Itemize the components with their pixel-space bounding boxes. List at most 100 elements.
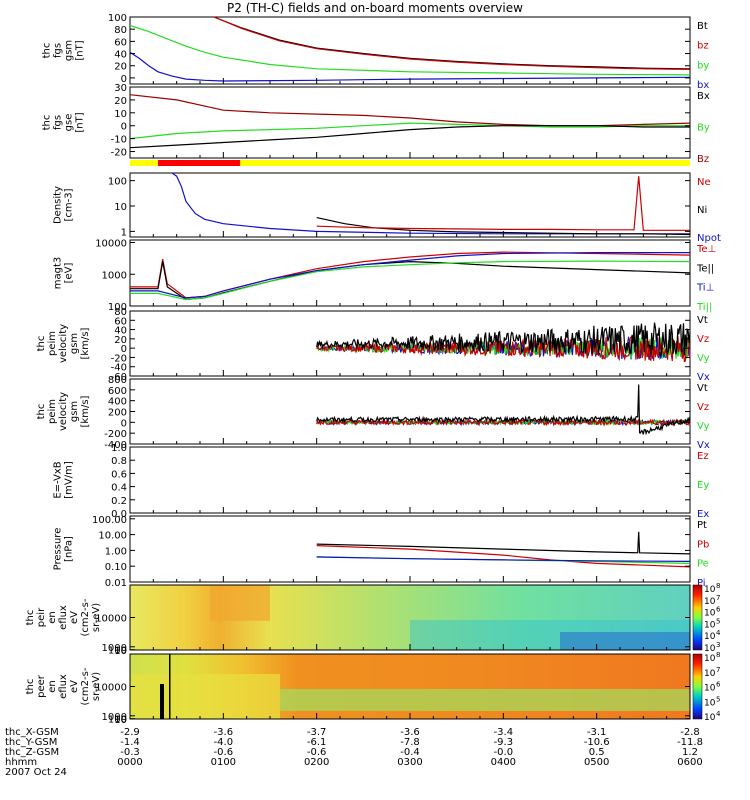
chart-title: P2 (TH-C) fields and on-board moments ov…: [227, 1, 523, 15]
y-tick-label: -200: [104, 429, 127, 440]
panel-p7: Ez Ey Ex 1.0 0.8 0.6 0.4 0.2 0.0 E=-VxB [mV/m]: [53, 443, 710, 520]
legend-label: Ne: [697, 177, 711, 188]
y-tick-label: 80: [114, 25, 127, 36]
x-axis: thc_X-GSM -2.9 -3.6 -3.7 -3.6 -3.4 -3.1 -2.8 thc…: [5, 727, 703, 778]
colorbar-tick-label: 10: [704, 713, 716, 723]
colorbar-tick-label: 10: [704, 585, 716, 595]
y-tick-label: 10: [114, 109, 127, 120]
x-tick-label: -2.9: [120, 727, 140, 738]
series-line-Pb: [316, 545, 691, 568]
y-tick-label: -20: [111, 148, 127, 159]
y-tick-label: 1.0: [111, 443, 127, 454]
y-tick-label: 100: [108, 177, 127, 188]
legend-label: Ni: [697, 205, 707, 216]
legend-label: Vx: [697, 372, 710, 383]
colorbar-tick-label: 10: [704, 597, 716, 607]
colorbar: [692, 653, 703, 720]
legend-label: Bt: [697, 21, 708, 32]
y-tick-label: 1000: [102, 643, 127, 654]
y-tick-label: 600: [108, 386, 127, 397]
y-axis-label: sr-eV): [91, 672, 102, 701]
y-axis-label: gsm: [69, 333, 80, 354]
y-tick-label: 400: [108, 397, 127, 408]
y-tick-label: 100: [108, 715, 127, 726]
y-tick-label: 60: [114, 37, 127, 48]
y-tick-label: 0: [121, 74, 127, 85]
y-tick-label: 800: [108, 375, 127, 386]
panel-frame: [129, 172, 691, 238]
x-tick-label: -0.6: [214, 747, 234, 758]
legend-label: Vy: [697, 421, 710, 432]
y-axis-label: [nPa]: [64, 536, 75, 562]
y-axis-label: eflux: [58, 605, 69, 630]
series-line-Bx: [129, 125, 690, 149]
flux-mid-band: [280, 689, 690, 711]
legend-label: Ex: [697, 509, 709, 520]
series-line-Ti||: [130, 260, 691, 301]
y-tick-label: 100.00: [92, 515, 127, 526]
colorbar-tick-label: 10: [704, 632, 716, 642]
low-flux-band: [560, 632, 690, 650]
y-axis-label: en: [47, 680, 58, 693]
panel-frame: [129, 86, 691, 159]
y-tick-label: 60: [114, 316, 127, 327]
y-axis-label: (cm2-s-: [80, 667, 91, 705]
x-row-label: thc_Z-GSM: [5, 747, 59, 758]
series-line-bz: [213, 16, 691, 70]
series-line-by: [129, 24, 691, 76]
y-tick-label: 1000: [102, 270, 127, 281]
series-line-Ni: [316, 217, 691, 236]
y-tick-label: 0.2: [111, 496, 127, 507]
legend-label: By: [697, 123, 710, 134]
x-tick-label: -11.8: [677, 737, 703, 748]
x-tick-label: 1.2: [682, 747, 698, 758]
legend-label: Bz: [697, 154, 709, 165]
series-line-Ne: [316, 176, 690, 231]
y-axis-label: (cm2-s-: [80, 598, 91, 636]
y-tick-label: 0: [121, 418, 127, 429]
y-axis-label: peim: [47, 331, 58, 356]
y-axis-label: thc: [25, 679, 36, 695]
series-line-Vt: [316, 322, 691, 357]
y-axis-label: velocity: [58, 324, 69, 363]
colorbar-tick-exponent: 6: [716, 681, 721, 689]
colorbar-tick-label: 10: [704, 669, 716, 679]
y-tick-label: 10.00: [98, 531, 127, 542]
panel-p2: Bx By Bz 30 20 10 0 -10 -20 thc fgs gse [nT]: [42, 83, 710, 165]
x-tick-label: -9.3: [494, 737, 514, 748]
legend-label: Te||: [696, 263, 714, 274]
y-axis-label: fgs: [53, 115, 64, 130]
legend-label: Pe: [697, 559, 709, 570]
y-tick-label: 10000: [95, 614, 127, 625]
y-axis-label: thc: [42, 43, 53, 59]
x-tick-label: -3.6: [214, 727, 234, 738]
legend-label: Pt: [697, 520, 707, 531]
y-axis-label: thc: [42, 115, 53, 131]
legend-label: Pb: [697, 539, 709, 550]
legend-label: Vz: [697, 402, 709, 413]
x-row-label: hhmm: [5, 757, 37, 768]
y-axis-label: velocity: [58, 392, 69, 431]
y-tick-label: -20: [111, 353, 127, 364]
y-tick-label: 10000: [95, 683, 127, 694]
y-tick-label: 10000: [95, 239, 127, 250]
legend-label: Ey: [697, 480, 709, 491]
y-axis-label: thc: [36, 404, 47, 420]
x-row-label: thc_X-GSM: [5, 727, 59, 738]
colorbar-tick-exponent: 5: [716, 695, 720, 703]
y-axis-label: Density: [53, 186, 64, 224]
legend-label: Npot: [697, 233, 721, 244]
legend-label: Vt: [697, 383, 708, 394]
x-tick-label: -1.4: [120, 737, 140, 748]
y-axis-label: peir: [36, 607, 47, 627]
x-tick-label: -0.3: [120, 747, 140, 758]
colorbar-tick-label: 10: [704, 609, 716, 619]
y-tick-label: -10: [111, 135, 127, 146]
legend-label: bx: [697, 80, 709, 91]
y-axis-label: sr-eV): [91, 603, 102, 632]
legend-label: Ti⊥: [696, 283, 714, 294]
